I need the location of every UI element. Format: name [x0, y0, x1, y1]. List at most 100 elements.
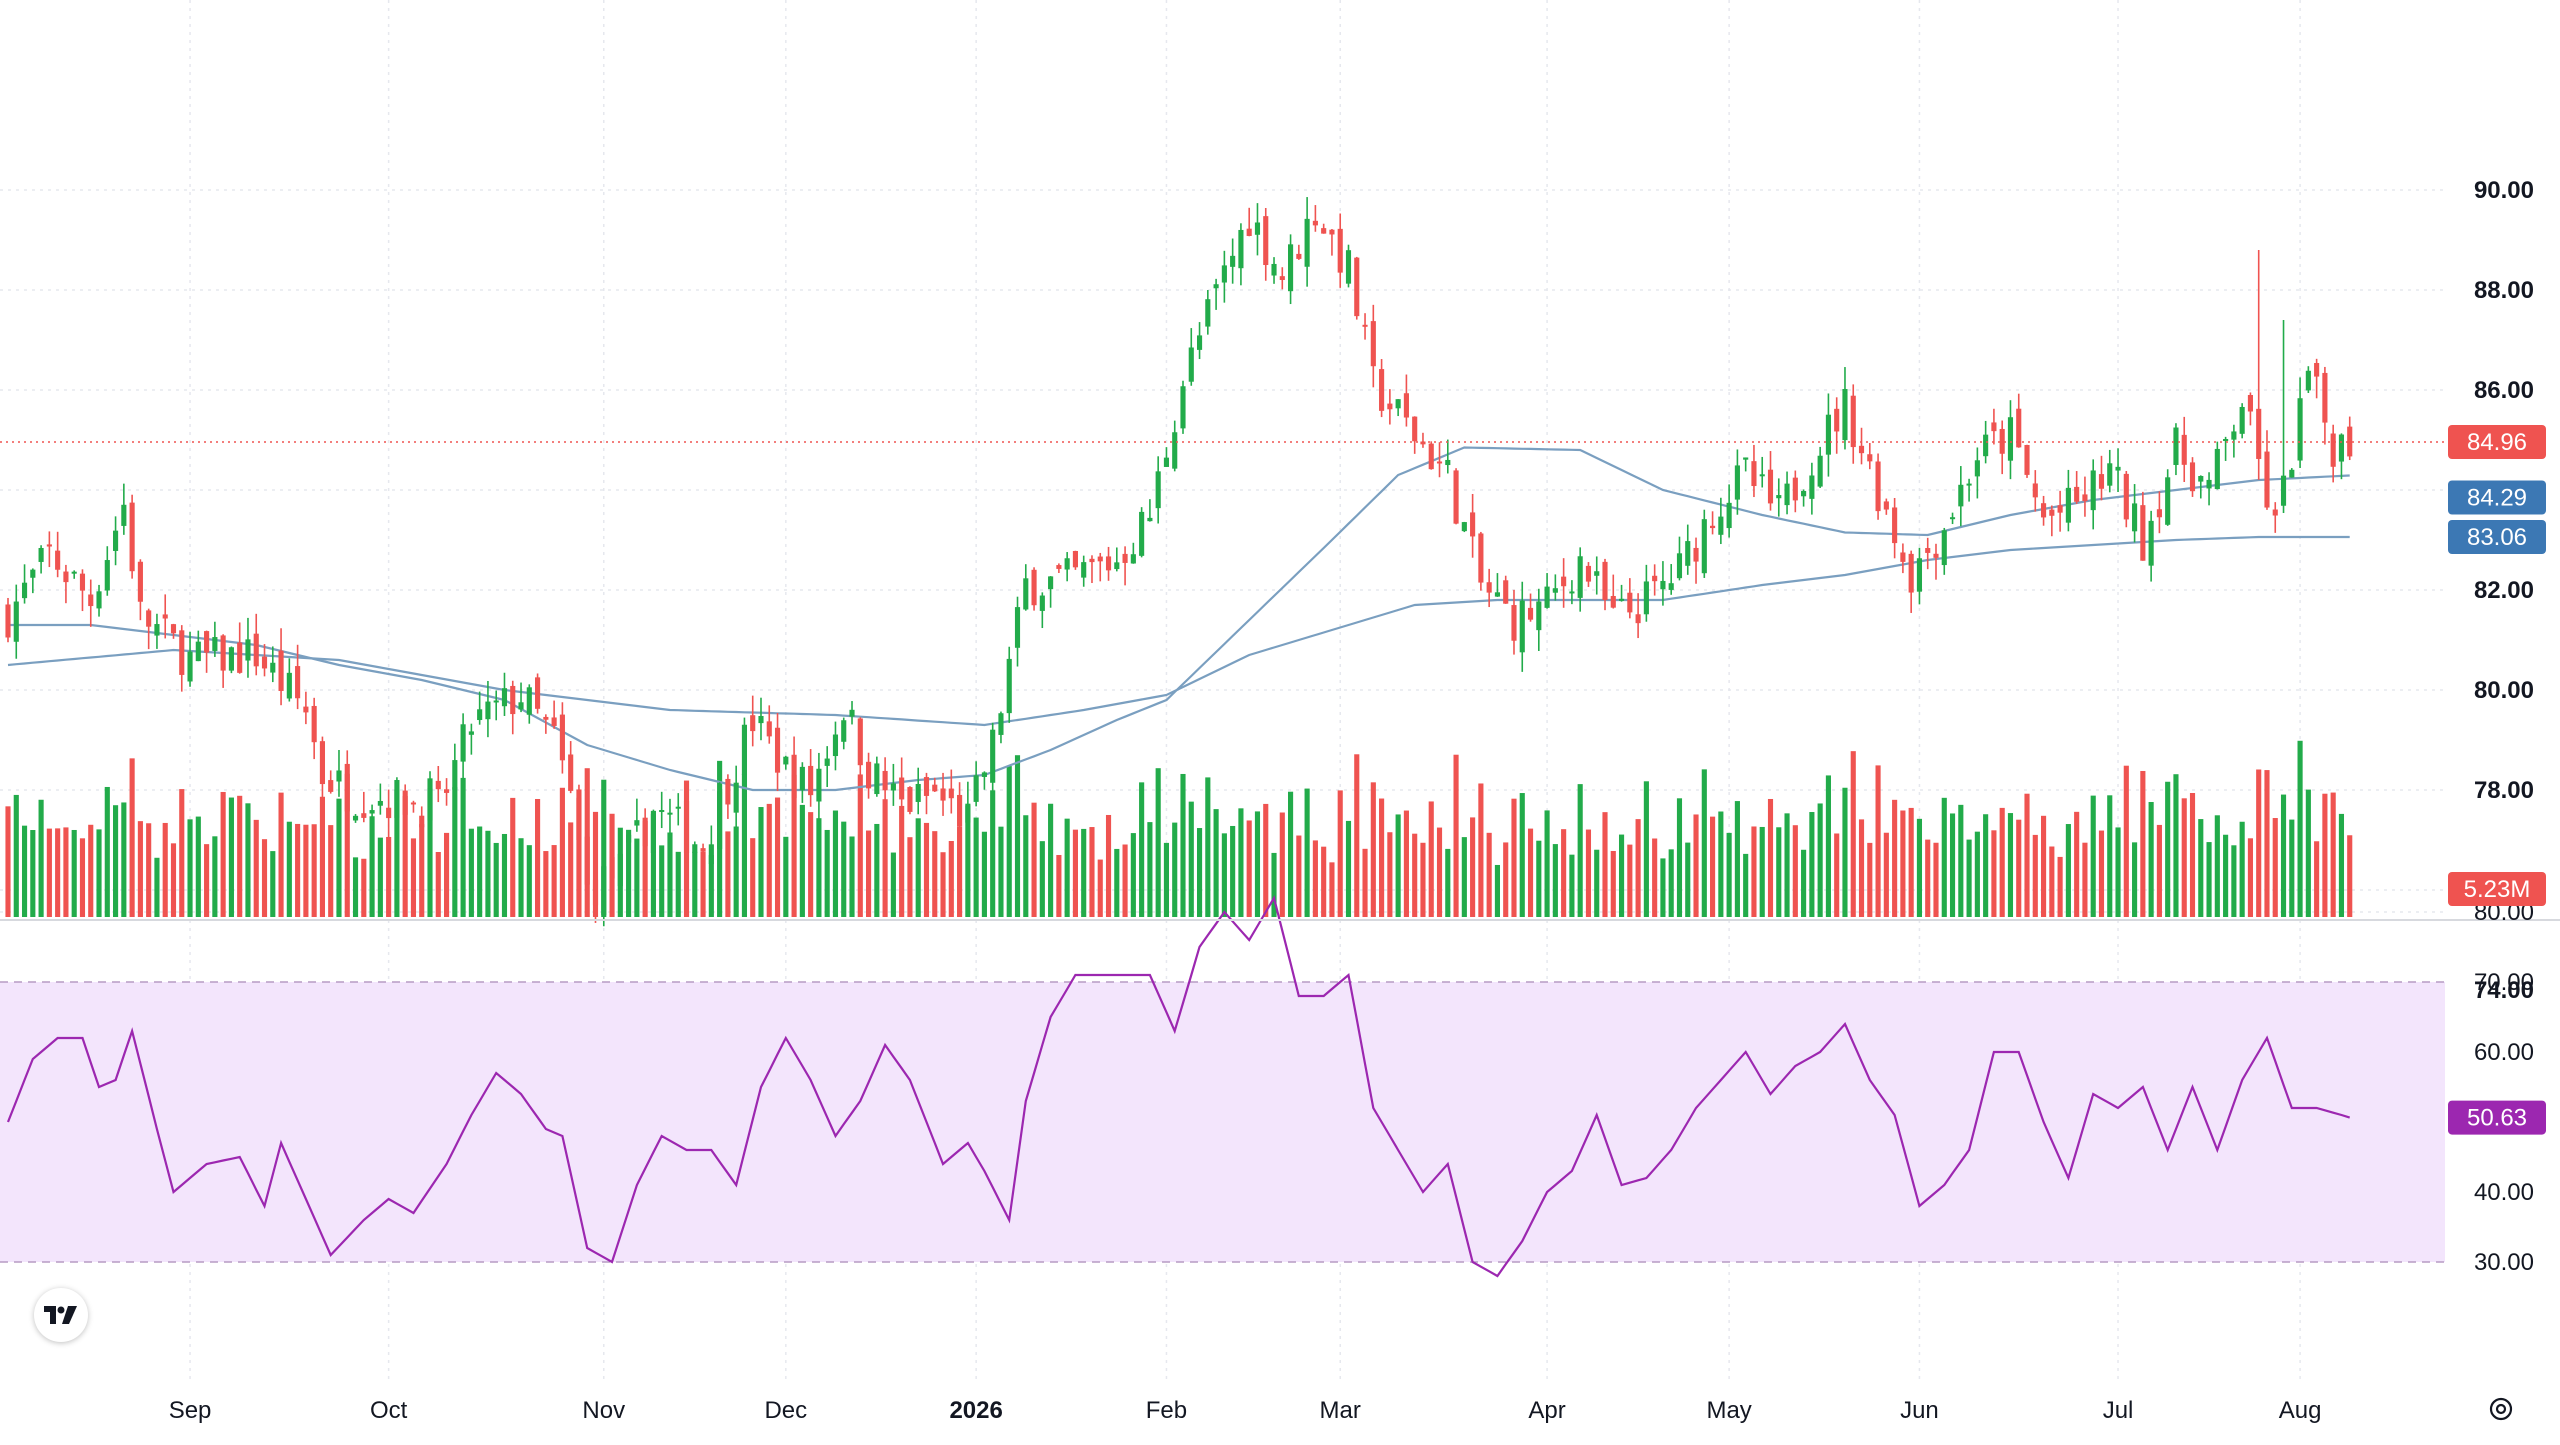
- candle[interactable]: [1114, 547, 1120, 572]
- candle[interactable]: [1139, 507, 1145, 558]
- candle[interactable]: [667, 798, 673, 835]
- candle[interactable]: [1163, 447, 1170, 467]
- candle[interactable]: [2305, 366, 2311, 394]
- candle[interactable]: [377, 783, 383, 815]
- candle[interactable]: [1072, 550, 1078, 570]
- candle[interactable]: [21, 564, 28, 604]
- candle[interactable]: [907, 786, 913, 815]
- candle[interactable]: [1668, 564, 1674, 595]
- candle[interactable]: [915, 767, 921, 815]
- candle[interactable]: [1676, 536, 1683, 581]
- candle[interactable]: [1312, 205, 1318, 232]
- candle[interactable]: [1900, 543, 1906, 574]
- candle[interactable]: [1130, 542, 1136, 564]
- candle[interactable]: [1966, 478, 1972, 502]
- candle[interactable]: [683, 786, 690, 863]
- candle[interactable]: [923, 772, 930, 815]
- candle[interactable]: [1056, 563, 1062, 574]
- candle[interactable]: [402, 784, 408, 830]
- candle[interactable]: [369, 804, 375, 824]
- candle[interactable]: [1544, 573, 1550, 609]
- candle[interactable]: [2256, 250, 2262, 480]
- candle[interactable]: [1701, 509, 1707, 578]
- candle[interactable]: [1858, 427, 1865, 465]
- candle[interactable]: [1974, 447, 1980, 499]
- candle[interactable]: [766, 705, 772, 744]
- candle[interactable]: [849, 701, 855, 725]
- candle[interactable]: [104, 546, 110, 596]
- candle[interactable]: [725, 774, 731, 819]
- candle[interactable]: [584, 818, 590, 890]
- candle[interactable]: [1337, 213, 1343, 288]
- candle[interactable]: [2297, 377, 2303, 469]
- candle[interactable]: [1395, 399, 1401, 417]
- candle[interactable]: [634, 798, 640, 832]
- candle[interactable]: [990, 722, 996, 797]
- candle[interactable]: [1354, 256, 1360, 320]
- candle[interactable]: [543, 714, 549, 734]
- candle[interactable]: [2289, 468, 2295, 478]
- candle[interactable]: [245, 617, 251, 678]
- tradingview-logo-button[interactable]: [34, 1288, 88, 1342]
- candle[interactable]: [642, 808, 648, 850]
- candle[interactable]: [1196, 322, 1203, 360]
- candlesticks[interactable]: [5, 197, 2353, 927]
- candle[interactable]: [2231, 424, 2237, 458]
- candle[interactable]: [1230, 238, 1236, 284]
- candle[interactable]: [1205, 290, 1211, 335]
- candle[interactable]: [1809, 462, 1815, 515]
- candle[interactable]: [55, 531, 61, 578]
- candle[interactable]: [1710, 511, 1716, 535]
- candle[interactable]: [692, 841, 698, 855]
- candle[interactable]: [2214, 441, 2220, 490]
- candle[interactable]: [1867, 442, 1873, 470]
- candle[interactable]: [535, 673, 541, 714]
- candle[interactable]: [38, 545, 44, 574]
- candle[interactable]: [1892, 498, 1898, 559]
- candle[interactable]: [1470, 493, 1476, 558]
- candle[interactable]: [791, 736, 797, 813]
- candle[interactable]: [940, 772, 946, 816]
- candle[interactable]: [1097, 552, 1103, 582]
- candle[interactable]: [212, 621, 218, 657]
- candle[interactable]: [261, 644, 268, 677]
- candle[interactable]: [1991, 408, 1997, 445]
- candle[interactable]: [137, 559, 143, 621]
- candle[interactable]: [832, 721, 839, 771]
- candle[interactable]: [303, 691, 309, 725]
- candle[interactable]: [890, 763, 896, 806]
- candle[interactable]: [278, 628, 284, 706]
- candle[interactable]: [708, 825, 714, 884]
- candle[interactable]: [1122, 546, 1128, 586]
- candle[interactable]: [228, 646, 234, 674]
- candle[interactable]: [485, 680, 491, 738]
- candle[interactable]: [1817, 446, 1823, 488]
- candle[interactable]: [2173, 423, 2179, 476]
- candle[interactable]: [1577, 547, 1583, 612]
- candle[interactable]: [1734, 449, 1740, 515]
- candle[interactable]: [1511, 589, 1517, 655]
- candle[interactable]: [2347, 416, 2353, 461]
- candle[interactable]: [1933, 543, 1939, 580]
- candle[interactable]: [1039, 592, 1045, 629]
- candle[interactable]: [2007, 400, 2014, 480]
- candle[interactable]: [386, 789, 392, 841]
- candle[interactable]: [1147, 499, 1153, 522]
- candle[interactable]: [1949, 512, 1956, 525]
- candle[interactable]: [1081, 555, 1087, 587]
- candle[interactable]: [874, 756, 880, 797]
- candle[interactable]: [1842, 367, 1848, 450]
- candle[interactable]: [270, 646, 276, 683]
- candle[interactable]: [1536, 588, 1542, 651]
- candle[interactable]: [957, 782, 963, 837]
- candle[interactable]: [1693, 537, 1699, 584]
- candle[interactable]: [5, 597, 11, 643]
- candle[interactable]: [2223, 436, 2229, 461]
- candle[interactable]: [1610, 574, 1616, 609]
- candle[interactable]: [1023, 564, 1029, 611]
- candle[interactable]: [1643, 564, 1649, 622]
- candle[interactable]: [1420, 432, 1426, 448]
- candle[interactable]: [899, 757, 905, 813]
- candle[interactable]: [1767, 451, 1774, 511]
